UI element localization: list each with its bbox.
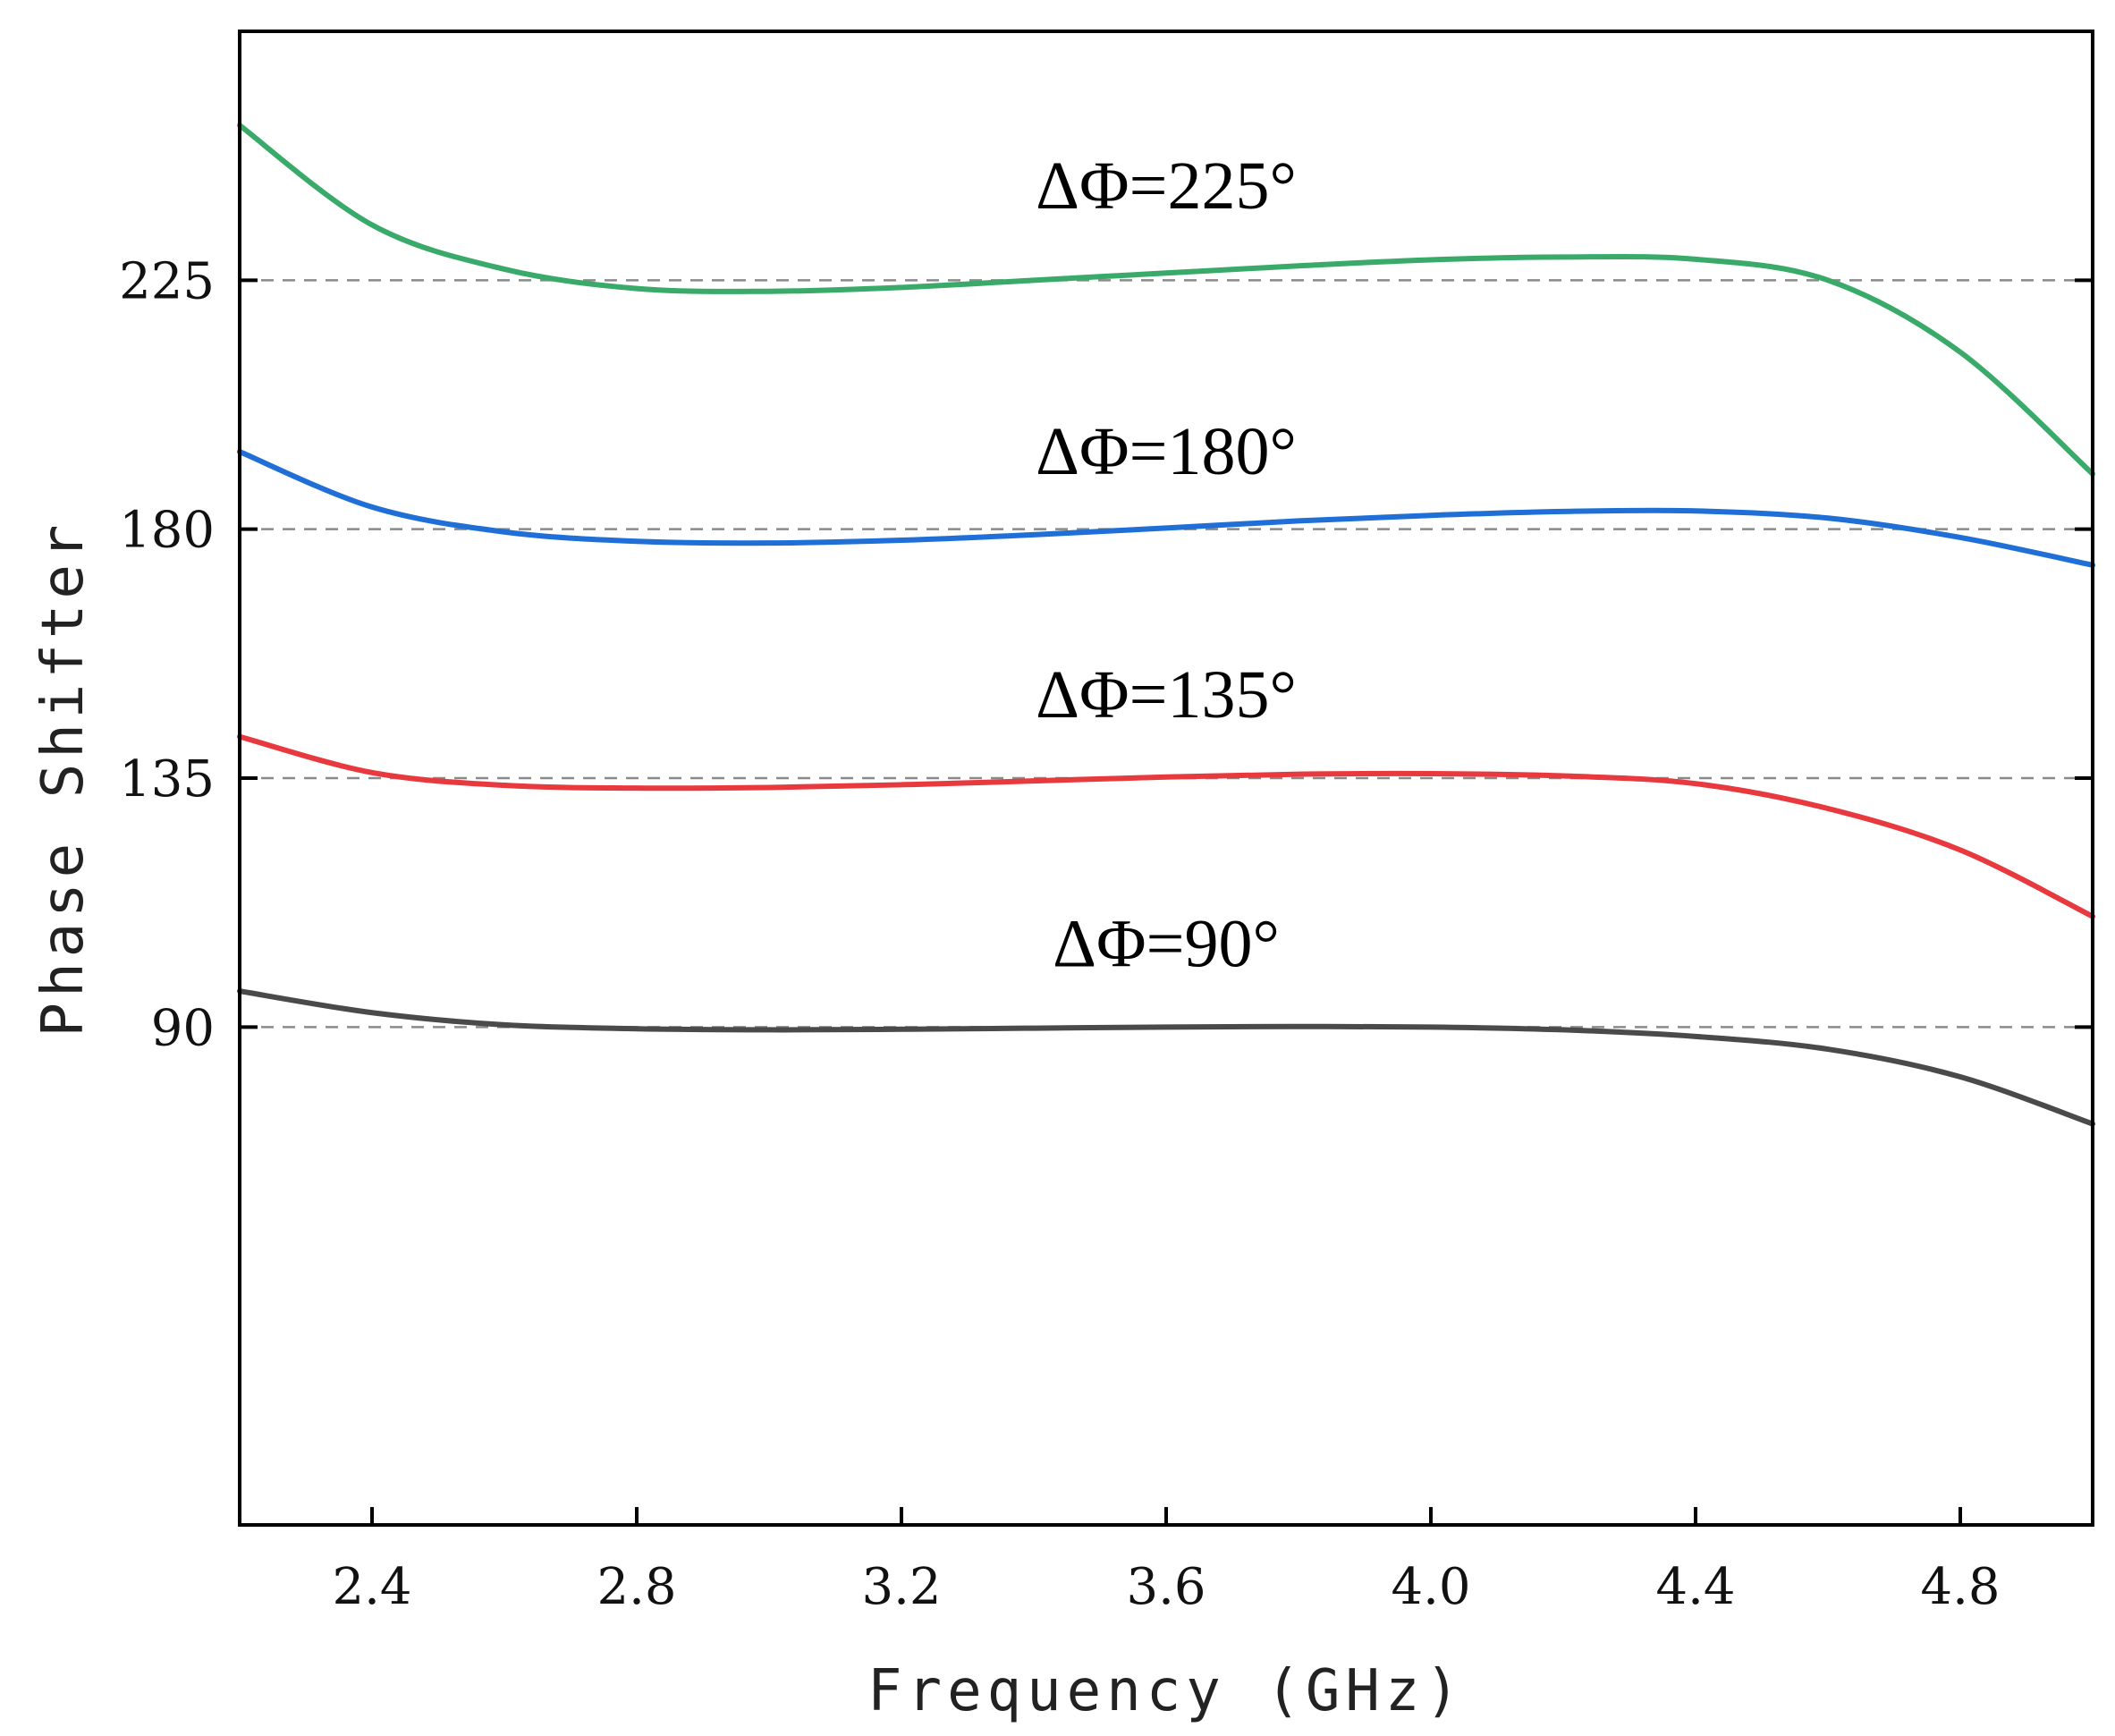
y-tick-label: 90	[151, 999, 215, 1057]
x-tick-label: 3.6	[1126, 1558, 1206, 1616]
series-label: ΔΦ=135°	[1036, 657, 1297, 733]
x-tick-label: 4.4	[1655, 1558, 1735, 1616]
series-labels: ΔΦ=225° ΔΦ=180° ΔΦ=135° ΔΦ=90°	[1036, 148, 1297, 981]
series-line-ΔΦ=180°	[237, 449, 2095, 568]
series-lines	[237, 123, 2095, 1127]
series-line-ΔΦ=225°	[237, 123, 2095, 477]
x-tick-label: 2.8	[596, 1558, 676, 1616]
series-line-ΔΦ=90°	[237, 988, 2095, 1127]
x-axis-title: Frequency (GHz)	[867, 1658, 1465, 1724]
x-tick-label: 4.8	[1920, 1558, 2000, 1616]
y-axis-ticks: 90 135 180 225	[119, 252, 2093, 1057]
series-label: ΔΦ=90°	[1053, 906, 1280, 981]
series-label: ΔΦ=180°	[1036, 414, 1297, 489]
y-tick-label: 225	[119, 252, 215, 310]
y-tick-label: 135	[119, 750, 215, 809]
series-label: ΔΦ=225°	[1036, 148, 1297, 224]
x-tick-label: 4.0	[1391, 1558, 1470, 1616]
x-tick-label: 3.2	[861, 1558, 941, 1616]
y-axis-title: Phase Shifter	[30, 520, 97, 1037]
x-axis-ticks: 2.4 2.8 3.2 3.6 4.0 4.4 4.8	[332, 1507, 2001, 1616]
y-tick-label: 180	[119, 502, 215, 560]
series-line-ΔΦ=135°	[237, 733, 2095, 919]
x-tick-label: 2.4	[332, 1558, 411, 1616]
